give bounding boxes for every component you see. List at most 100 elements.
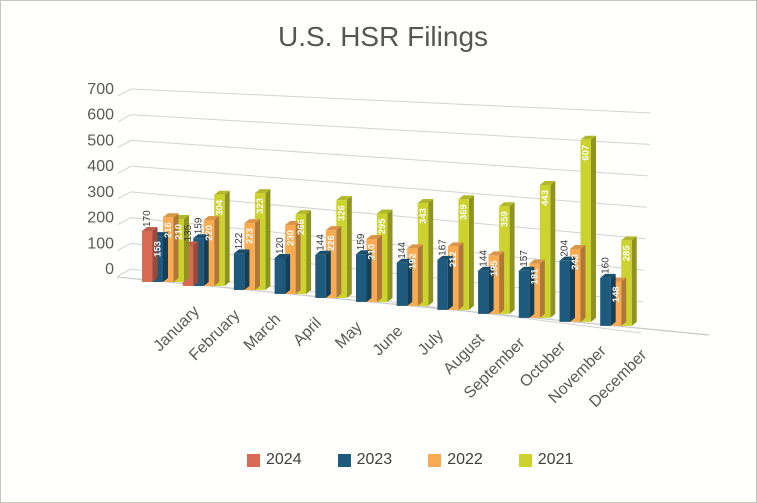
bar-front-face xyxy=(152,236,163,282)
value-label-outside: 159 xyxy=(356,233,367,250)
legend-label: 2022 xyxy=(447,451,483,468)
bar-2022-august xyxy=(447,242,464,310)
bar-2023-july xyxy=(396,258,413,306)
value-label-inside: 295 xyxy=(377,218,388,235)
bar-2023-december xyxy=(600,273,616,326)
bar-top-face xyxy=(478,266,494,271)
value-label-inside: 607 xyxy=(581,145,592,161)
bar-side-face xyxy=(265,189,271,290)
bar-front-face xyxy=(499,206,510,314)
bar-side-face xyxy=(285,253,291,294)
legend-label: 2023 xyxy=(356,451,393,468)
bar-side-face xyxy=(295,220,301,294)
bar-top-face xyxy=(274,253,291,258)
bar-top-face xyxy=(325,226,342,231)
value-label-outside: 167 xyxy=(438,239,449,256)
bar-side-face xyxy=(509,202,515,314)
bar-front-face xyxy=(366,238,377,302)
x-category-label: June xyxy=(370,323,407,360)
value-label-inside: 226 xyxy=(326,235,337,251)
bar-2023-september xyxy=(478,266,494,314)
value-label-inside: 216 xyxy=(163,222,174,238)
legend-swatch xyxy=(337,453,351,467)
gridline xyxy=(117,114,650,145)
bar-top-face xyxy=(518,266,535,271)
legend-swatch xyxy=(518,453,532,467)
value-label-inside: 326 xyxy=(337,205,348,221)
bar-top-face xyxy=(214,190,230,195)
bar-front-face xyxy=(233,253,245,290)
bar-front-face xyxy=(315,254,326,298)
bar-top-face xyxy=(285,220,301,225)
bar-side-face xyxy=(539,259,545,318)
bar-side-face xyxy=(203,234,209,286)
value-label-outside: 160 xyxy=(600,257,611,274)
y-tick-label: 100 xyxy=(87,235,114,252)
bar-top-face xyxy=(529,259,545,264)
bar-2022-november xyxy=(570,244,586,322)
bar-2021-november xyxy=(580,135,596,322)
bar-side-face xyxy=(325,250,331,298)
bar-side-face xyxy=(173,213,179,282)
bar-front-face xyxy=(580,139,591,322)
bar-top-face xyxy=(142,226,158,231)
bar-front-face xyxy=(478,270,489,314)
bar-front-face xyxy=(142,230,153,282)
bar-2024-january xyxy=(142,226,158,282)
x-category-label: March xyxy=(241,311,284,354)
value-label-outside: 135 xyxy=(183,224,194,241)
x-category-label: April xyxy=(290,315,325,350)
bar-2021-december xyxy=(621,236,637,326)
bar-side-face xyxy=(591,135,596,322)
bar-front-face xyxy=(488,255,500,314)
bar-top-face xyxy=(407,244,423,249)
value-label-inside: 210 xyxy=(367,244,378,260)
value-label-outside: 159 xyxy=(193,217,204,234)
gridline xyxy=(117,165,647,208)
bar-2022-april xyxy=(285,220,301,294)
bar-side-face xyxy=(254,219,260,290)
bar-front-face xyxy=(193,238,204,286)
value-label-inside: 153 xyxy=(153,241,164,257)
bar-2021-july xyxy=(417,199,434,306)
bar-top-face xyxy=(580,135,596,140)
gridline xyxy=(117,139,649,177)
bar-side-face xyxy=(580,244,586,322)
bar-front-face xyxy=(570,248,581,322)
bar-2022-february xyxy=(203,215,220,286)
value-label-inside: 304 xyxy=(214,199,225,216)
value-label-inside: 181 xyxy=(530,268,541,285)
gridline xyxy=(117,191,646,240)
bar-top-face xyxy=(203,215,220,220)
value-label-outside: 204 xyxy=(560,240,571,257)
y-tick-label: 300 xyxy=(87,184,114,201)
bar-side-face xyxy=(306,210,312,294)
legend-item-2024: 2024 xyxy=(247,452,302,468)
bar-top-face xyxy=(621,236,637,241)
value-label-inside: 243 xyxy=(570,254,581,270)
bar-side-face xyxy=(570,256,575,322)
bar-top-face xyxy=(377,209,393,214)
bar-side-face xyxy=(387,209,393,302)
bar-2023-august xyxy=(437,255,453,310)
chart-legend: 2024 2023 2022 2021 xyxy=(247,452,573,468)
bar-front-face xyxy=(173,218,184,282)
bar-2021-august xyxy=(458,195,474,310)
bar-top-face xyxy=(254,189,271,194)
bar-top-face xyxy=(570,244,586,249)
bar-front-face xyxy=(407,248,418,306)
legend-item-2023: 2023 xyxy=(337,451,393,468)
bar-layer xyxy=(142,135,637,326)
y-tick-label: 700 xyxy=(87,81,114,98)
bar-top-face xyxy=(539,180,556,185)
bar-2022-october xyxy=(529,259,545,318)
value-label-outside: 144 xyxy=(316,234,327,251)
bar-front-face xyxy=(356,254,367,302)
bar-side-face xyxy=(529,266,535,318)
bar-2021-september xyxy=(499,202,515,314)
bar-top-face xyxy=(315,250,331,255)
bar-2021-october xyxy=(539,180,556,318)
bar-top-face xyxy=(336,196,352,201)
bar-front-face xyxy=(437,259,448,310)
bar-top-face xyxy=(488,251,505,256)
